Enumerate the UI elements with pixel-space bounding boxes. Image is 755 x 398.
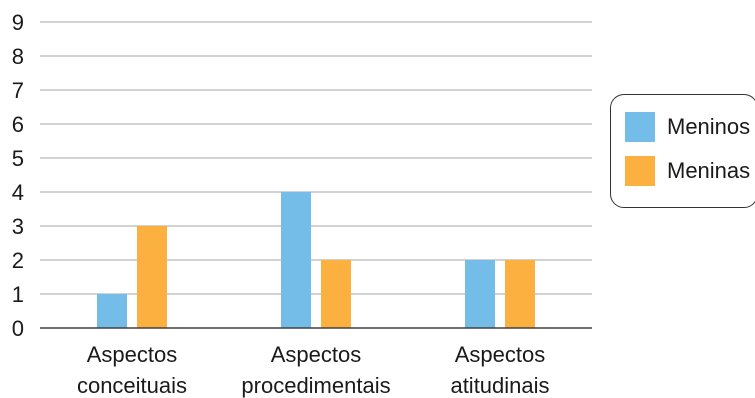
y-tick-label-5: 5 xyxy=(12,146,24,171)
y-tick-label-2: 2 xyxy=(12,248,24,273)
y-tick-label-8: 8 xyxy=(12,44,24,69)
x-tick-label-1-1: procedimentais xyxy=(241,373,390,398)
legend-swatch-meninos xyxy=(625,112,655,142)
legend-item-meninas: Meninas xyxy=(625,156,750,186)
bar-meninas-1 xyxy=(321,260,351,328)
x-tick-label-0-0: Aspectos xyxy=(87,342,178,367)
legend: Meninos Meninas xyxy=(610,94,755,208)
legend-label-meninos: Meninos xyxy=(667,114,751,139)
x-tick-label-2-1: atitudinais xyxy=(450,373,549,398)
bar-meninos-0 xyxy=(97,294,127,328)
bar-meninos-1 xyxy=(281,192,311,328)
legend-item-meninos: Meninos xyxy=(625,112,750,142)
x-tick-label-2-0: Aspectos xyxy=(455,342,546,367)
legend-label-meninas: Meninas xyxy=(667,158,751,183)
y-tick-label-3: 3 xyxy=(12,214,24,239)
x-tick-label-1-0: Aspectos xyxy=(271,342,362,367)
bar-meninos-2 xyxy=(465,260,495,328)
y-tick-label-4: 4 xyxy=(12,180,24,205)
x-tick-label-0-1: conceituais xyxy=(77,373,187,398)
bar-meninas-0 xyxy=(137,226,167,328)
y-tick-label-1: 1 xyxy=(12,282,24,307)
y-tick-label-6: 6 xyxy=(12,112,24,137)
y-tick-label-0: 0 xyxy=(12,316,24,341)
y-tick-label-7: 7 xyxy=(12,78,24,103)
y-tick-label-9: 9 xyxy=(12,10,24,35)
legend-swatch-meninas xyxy=(625,156,655,186)
bar-meninas-2 xyxy=(505,260,535,328)
